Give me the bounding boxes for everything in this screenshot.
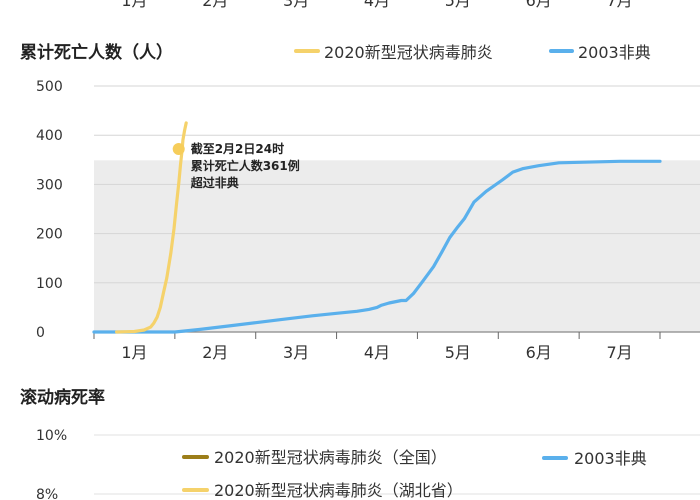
annotation-text: 超过非典: [190, 175, 239, 190]
reference-band: [94, 160, 700, 332]
top-month-label: 2月: [202, 0, 228, 10]
top-month-label: 3月: [283, 0, 309, 10]
y-tick-label: 10%: [36, 428, 67, 444]
x-tick-label: 6月: [526, 343, 552, 362]
top-month-label: 6月: [526, 0, 552, 10]
y-tick-label: 300: [36, 177, 63, 193]
legend-label: 2020新型冠状病毒肺炎（全国）: [214, 448, 447, 467]
y-tick-label: 100: [36, 276, 63, 292]
annotation-marker: [172, 142, 185, 155]
top-month-label: 4月: [364, 0, 390, 10]
legend-label: 2003非典: [574, 449, 647, 468]
annotation-text: 截至2月2日24时: [191, 141, 284, 156]
x-tick-label: 3月: [283, 343, 309, 362]
legend-label: 2020新型冠状病毒肺炎: [324, 43, 493, 62]
chart-title: 累计死亡人数（人）: [20, 42, 173, 63]
x-tick-label: 4月: [364, 343, 390, 362]
top-month-label: 7月: [606, 0, 632, 10]
legend-label: 2003非典: [578, 43, 651, 62]
x-tick-label: 7月: [606, 343, 632, 362]
y-tick-label: 0: [36, 325, 45, 341]
x-tick-label: 2月: [202, 343, 228, 362]
x-tick-label: 5月: [445, 343, 471, 362]
top-month-label: 5月: [445, 0, 471, 10]
y-tick-label: 8%: [36, 487, 58, 500]
y-tick-label: 400: [36, 128, 63, 144]
annotation-text: 累计死亡人数361例: [191, 158, 300, 173]
series-line-sars: [92, 159, 662, 334]
x-tick-label: 1月: [121, 343, 147, 362]
top-month-label: 1月: [121, 0, 147, 10]
legend-label: 2020新型冠状病毒肺炎（湖北省）: [214, 481, 463, 500]
y-tick-label: 200: [36, 227, 63, 243]
chart-title-2: 滚动病死率: [20, 387, 105, 408]
y-tick-label: 500: [36, 79, 63, 95]
